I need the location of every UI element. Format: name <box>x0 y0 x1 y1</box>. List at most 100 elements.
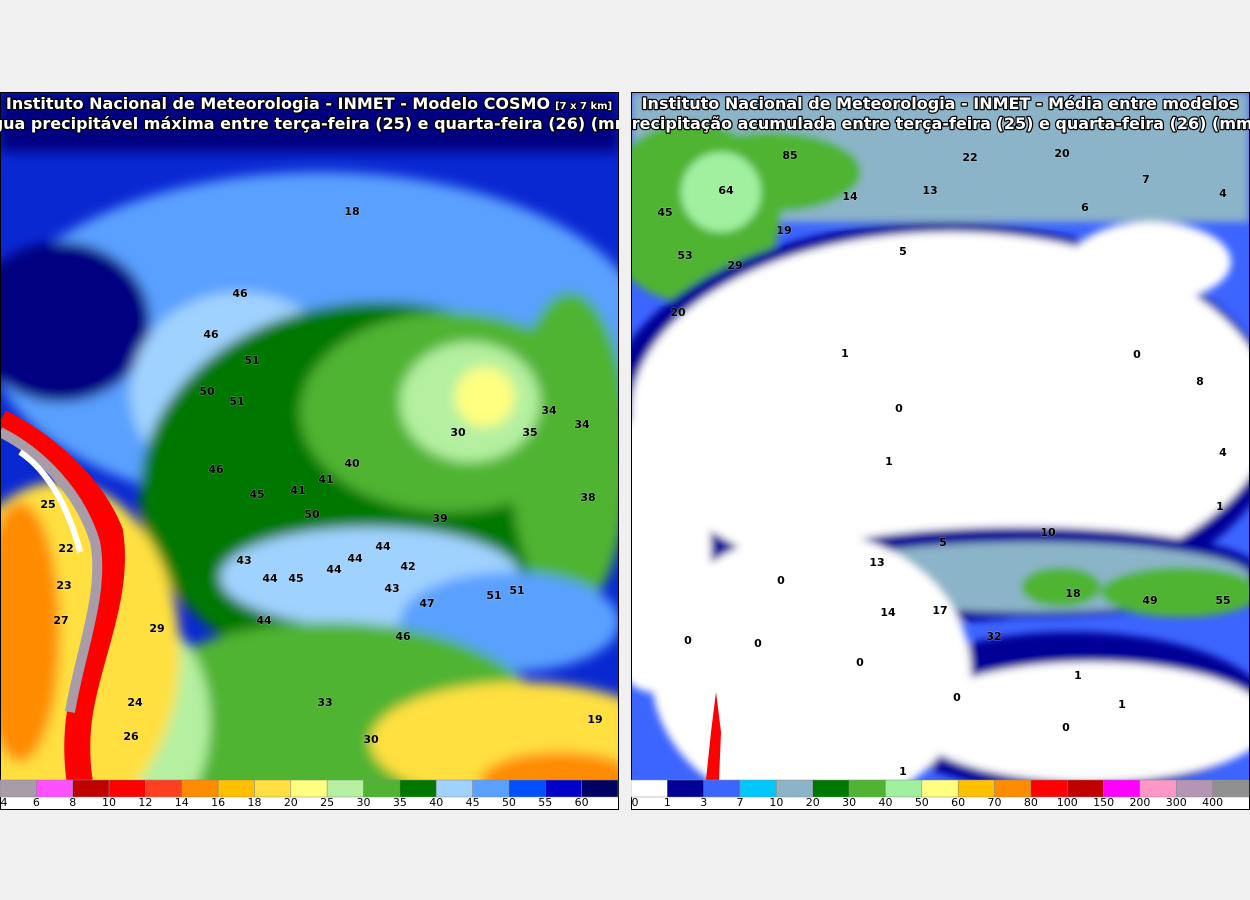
legend-swatch <box>217 779 255 798</box>
legend-swatch <box>739 779 777 798</box>
map-value-label: 42 <box>400 560 415 573</box>
frame <box>0 92 619 810</box>
map-value-label: 45 <box>249 488 264 501</box>
legend-label: 60 <box>575 796 589 809</box>
map-value-label: 5 <box>939 536 947 549</box>
map-value-label: 25 <box>40 498 55 511</box>
legend-label: 400 <box>1202 796 1223 809</box>
map-value-label: 14 <box>842 190 858 203</box>
map-value-label: 53 <box>677 249 692 262</box>
map-value-label: 46 <box>203 328 219 341</box>
map-value-label: 44 <box>326 563 342 576</box>
map-value-label: 50 <box>304 508 320 521</box>
legend-label: 100 <box>1057 796 1078 809</box>
legend-swatch <box>545 779 582 798</box>
map-value-label: 50 <box>199 385 215 398</box>
legend-label: 55 <box>538 796 552 809</box>
legend-swatch <box>812 779 850 798</box>
map-value-label: 1 <box>885 455 893 468</box>
legend-swatch <box>581 779 619 798</box>
map-value-label: 17 <box>932 604 947 617</box>
map-value-label: 45 <box>657 206 672 219</box>
legend-label: 3 <box>700 796 707 809</box>
legend-label: 10 <box>769 796 783 809</box>
map-value-label: 0 <box>895 402 903 415</box>
map-value-label: 49 <box>1142 594 1157 607</box>
map-value-label: 0 <box>953 691 961 704</box>
map-value-label: 4 <box>1219 187 1227 200</box>
legend-label: 20 <box>806 796 820 809</box>
legend-label: 50 <box>915 796 929 809</box>
title: Instituto Nacional de Meteorologia - INM… <box>6 94 612 113</box>
title-note: [7 x 7 km] <box>555 101 612 112</box>
legend-label: 1 <box>664 796 671 809</box>
map-value-label: 32 <box>986 630 1001 643</box>
map-value-label: 30 <box>363 733 379 746</box>
legend-label: 30 <box>357 796 371 809</box>
legend-swatch <box>108 779 146 798</box>
map-value-label: 44 <box>262 572 278 585</box>
map <box>0 92 618 780</box>
legend-swatch <box>435 779 473 798</box>
legend-swatch <box>472 779 510 798</box>
legend-label: 300 <box>1166 796 1187 809</box>
map-value-label: 46 <box>208 463 224 476</box>
map-value-label: 14 <box>880 606 896 619</box>
map-value-label: 34 <box>541 404 557 417</box>
legend-label: 40 <box>429 796 443 809</box>
map-value-label: 1 <box>841 347 849 360</box>
map-value-label: 43 <box>384 582 399 595</box>
legend-swatch <box>1103 779 1141 798</box>
map-value-label: 20 <box>1054 147 1070 160</box>
map-value-label: 35 <box>522 426 537 439</box>
legend-swatch <box>848 779 886 798</box>
map-value-label: 4 <box>1219 446 1227 459</box>
map-value-label: 39 <box>432 512 447 525</box>
legend-label: 4 <box>1 796 8 809</box>
legend-label: 70 <box>988 796 1002 809</box>
map-value-label: 45 <box>288 572 303 585</box>
legend-swatch <box>1176 779 1213 798</box>
legend-label: 16 <box>211 796 225 809</box>
map-value-label: 10 <box>1040 526 1056 539</box>
legend: 4 6 8 10 12 14 16 18 20 25 30 35 40 45 50 55 60 <box>0 779 619 809</box>
legend: 0 1 3 7 10 20 30 40 50 60 70 80 100 150 200 300 400 <box>631 779 1250 809</box>
legend-swatch <box>703 779 741 798</box>
map-value-label: 7 <box>1142 173 1150 186</box>
legend-swatch <box>254 779 292 798</box>
map <box>631 92 1249 780</box>
legend-swatch <box>145 779 183 798</box>
legend-label: 45 <box>466 796 480 809</box>
map-value-label: 27 <box>53 614 68 627</box>
legend-label: 14 <box>175 796 189 809</box>
legend-swatch <box>885 779 923 798</box>
map-value-label: 29 <box>727 259 742 272</box>
map-value-label: 46 <box>395 630 411 643</box>
title: Instituto Nacional de Meteorologia - INM… <box>642 94 1239 113</box>
map-value-label: 33 <box>317 696 332 709</box>
map-value-label: 51 <box>229 395 244 408</box>
legend-swatch <box>1212 779 1250 798</box>
legend-swatch <box>776 779 814 798</box>
legend-label: 6 <box>33 796 40 809</box>
map-value-label: 13 <box>922 184 937 197</box>
map-value-label: 0 <box>754 637 762 650</box>
map-value-label: 46 <box>232 287 248 300</box>
map-value-label: 5 <box>899 245 907 258</box>
right-panel: 0 1 3 7 10 20 30 40 50 60 70 80 100 150 200 300 400 1015… <box>631 92 1250 810</box>
map-value-label: 51 <box>509 584 524 597</box>
map-value-label: 40 <box>344 457 360 470</box>
legend-label: 12 <box>138 796 152 809</box>
legend-swatch <box>667 779 704 798</box>
legend-swatch <box>921 779 959 798</box>
map-value-label: 1 <box>1216 500 1224 513</box>
map-value-label: 23 <box>56 579 71 592</box>
map-value-label: 26 <box>123 730 139 743</box>
map-value-label: 85 <box>782 149 797 162</box>
legend-label: 7 <box>737 796 744 809</box>
legend-label: 25 <box>320 796 334 809</box>
title-main: Instituto Nacional de Meteorologia - INM… <box>6 94 550 113</box>
legend-swatch <box>181 779 219 798</box>
legend-label: 80 <box>1024 796 1038 809</box>
